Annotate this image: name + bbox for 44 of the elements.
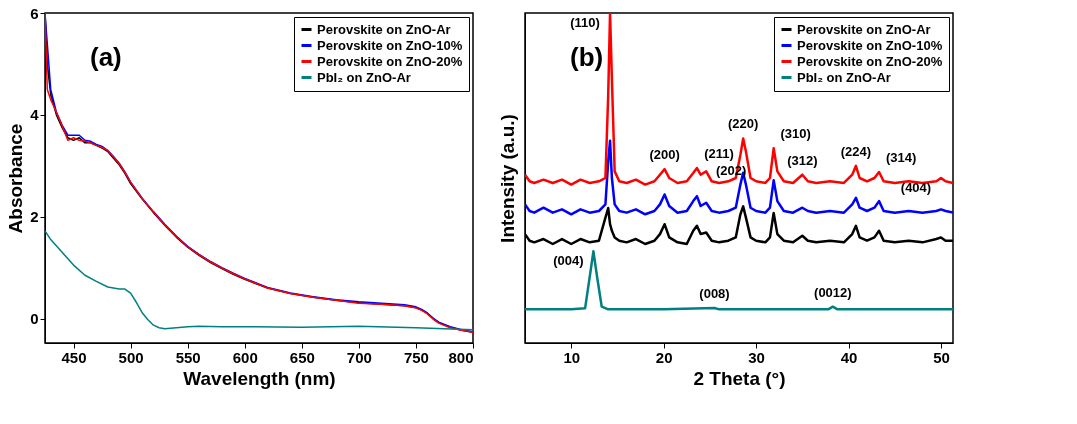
x-tick-label: 550 <box>175 348 201 366</box>
annotation: (220) <box>727 116 759 132</box>
x-tick-label: 40 <box>840 348 858 366</box>
x-tick-label: 50 <box>933 348 950 366</box>
y-tick-label: 4 <box>30 106 40 124</box>
x-tick-label: 10 <box>563 348 581 366</box>
x-tick-label: 20 <box>655 348 673 366</box>
legend-label: Perovskite on ZnO-Ar <box>797 21 931 37</box>
legend-label: Perovskite on ZnO-20% <box>317 53 463 69</box>
annotation: (310) <box>780 126 811 142</box>
annotation: (224) <box>840 143 872 159</box>
annotation: (211) <box>704 146 734 162</box>
annotation: (004) <box>553 253 584 269</box>
x-tick-label: 30 <box>748 348 765 366</box>
x-tick-label: 700 <box>346 348 372 366</box>
legend-label: Perovskite on ZnO-20% <box>797 53 943 69</box>
legend-label: Perovskite on ZnO-Ar <box>317 21 451 37</box>
legend-label: PbI₂ on ZnO-Ar <box>317 69 411 85</box>
x-tick-label: 450 <box>61 348 87 366</box>
x-tick-label: 650 <box>289 348 315 366</box>
y-tick-label: 0 <box>30 310 39 328</box>
annotation: (110) <box>570 15 600 30</box>
line-series <box>45 230 473 331</box>
x-axis-title: 2 Theta (°) <box>693 367 786 389</box>
legend-label: Perovskite on ZnO-10% <box>317 37 463 53</box>
y-tick-label: 2 <box>30 208 39 226</box>
x-tick-label: 750 <box>403 348 429 366</box>
annotation: (b) <box>570 42 604 72</box>
annotation: (314) <box>885 150 917 166</box>
legend-label: Perovskite on ZnO-10% <box>797 37 943 53</box>
x-tick-label: 800 <box>448 348 474 366</box>
annotation: (404) <box>900 180 932 195</box>
legend-label: PbI₂ on ZnO-Ar <box>797 69 891 85</box>
x-axis-title: Wavelength (nm) <box>183 367 336 389</box>
x-tick-label: 500 <box>118 348 144 366</box>
x-tick-label: 600 <box>232 348 258 366</box>
annotation: (312) <box>787 152 818 168</box>
annotation: (0012) <box>814 284 852 300</box>
y-axis-title: Intensity (a.u.) <box>496 114 518 243</box>
annotation: (a) <box>90 42 122 72</box>
annotation: (200) <box>649 147 680 163</box>
annotation: (008) <box>699 286 730 302</box>
y-tick-label: 6 <box>30 4 39 22</box>
y-axis-title: Absorbance <box>5 123 27 234</box>
